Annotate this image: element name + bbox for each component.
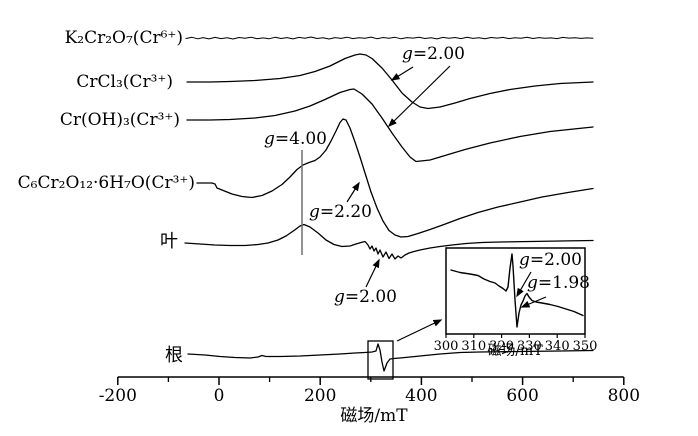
annotation-marks bbox=[301, 65, 547, 380]
g-value: =2.00 bbox=[344, 287, 397, 307]
g-value: =4.00 bbox=[274, 129, 327, 149]
g-symbol: g bbox=[527, 273, 538, 293]
annotation-g2-00-leaf: g=2.00 bbox=[334, 288, 397, 307]
svg-text:200: 200 bbox=[304, 386, 336, 406]
annotation-g4-00: g=4.00 bbox=[264, 130, 327, 149]
svg-text:400: 400 bbox=[405, 386, 437, 406]
series-label-crcl3: CrCl₃(Cr³⁺) bbox=[76, 72, 173, 92]
spectra-curves bbox=[184, 36, 594, 372]
svg-text:340: 340 bbox=[545, 339, 570, 354]
series-label-oxalate: C₆Cr₂O₁₂·6H₇O(Cr³⁺) bbox=[17, 173, 195, 193]
series-label-leaf: 叶 bbox=[160, 231, 178, 252]
g-symbol: g bbox=[402, 44, 413, 64]
g-symbol: g bbox=[519, 250, 530, 270]
svg-text:800: 800 bbox=[608, 386, 640, 406]
x-axis-title: 磁场/mT bbox=[340, 406, 408, 426]
g-symbol: g bbox=[264, 129, 275, 149]
series-label-croh3: Cr(OH)₃(Cr³⁺) bbox=[59, 110, 180, 130]
x-axis: -200 0 200 400 600 800 bbox=[99, 376, 640, 406]
g-value: =2.20 bbox=[319, 202, 372, 222]
g-value: =2.00 bbox=[529, 250, 582, 270]
inset-annotation-g2-00: g=2.00 bbox=[519, 251, 582, 270]
inset-x-axis-title: 磁场/mT bbox=[487, 343, 543, 359]
svg-text:600: 600 bbox=[506, 386, 538, 406]
g-value: =2.00 bbox=[412, 44, 465, 64]
svg-text:320: 320 bbox=[489, 339, 514, 354]
svg-text:350: 350 bbox=[573, 339, 598, 354]
svg-text:300: 300 bbox=[434, 339, 459, 354]
series-label-k2cr2o7: K₂Cr₂O₇(Cr⁶⁺) bbox=[64, 28, 183, 48]
svg-text:0: 0 bbox=[214, 386, 225, 406]
g-symbol: g bbox=[334, 287, 345, 307]
g-symbol: g bbox=[309, 202, 320, 222]
series-label-root: 根 bbox=[165, 345, 183, 366]
inset-annotation-g1-98: g=1.98 bbox=[527, 274, 590, 293]
svg-text:-200: -200 bbox=[99, 386, 137, 406]
inset-plot: 300 310 320 330 340 350 bbox=[434, 247, 598, 354]
g-value: =1.98 bbox=[537, 273, 590, 293]
annotation-g2-20: g=2.20 bbox=[309, 203, 372, 222]
svg-text:330: 330 bbox=[517, 339, 542, 354]
svg-text:310: 310 bbox=[461, 339, 486, 354]
annotation-g2-00-upper: g=2.00 bbox=[402, 45, 465, 64]
